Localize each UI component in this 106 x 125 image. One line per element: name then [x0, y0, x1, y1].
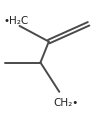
- Text: CH₂•: CH₂•: [53, 98, 78, 108]
- Text: •H₂C: •H₂C: [4, 16, 29, 26]
